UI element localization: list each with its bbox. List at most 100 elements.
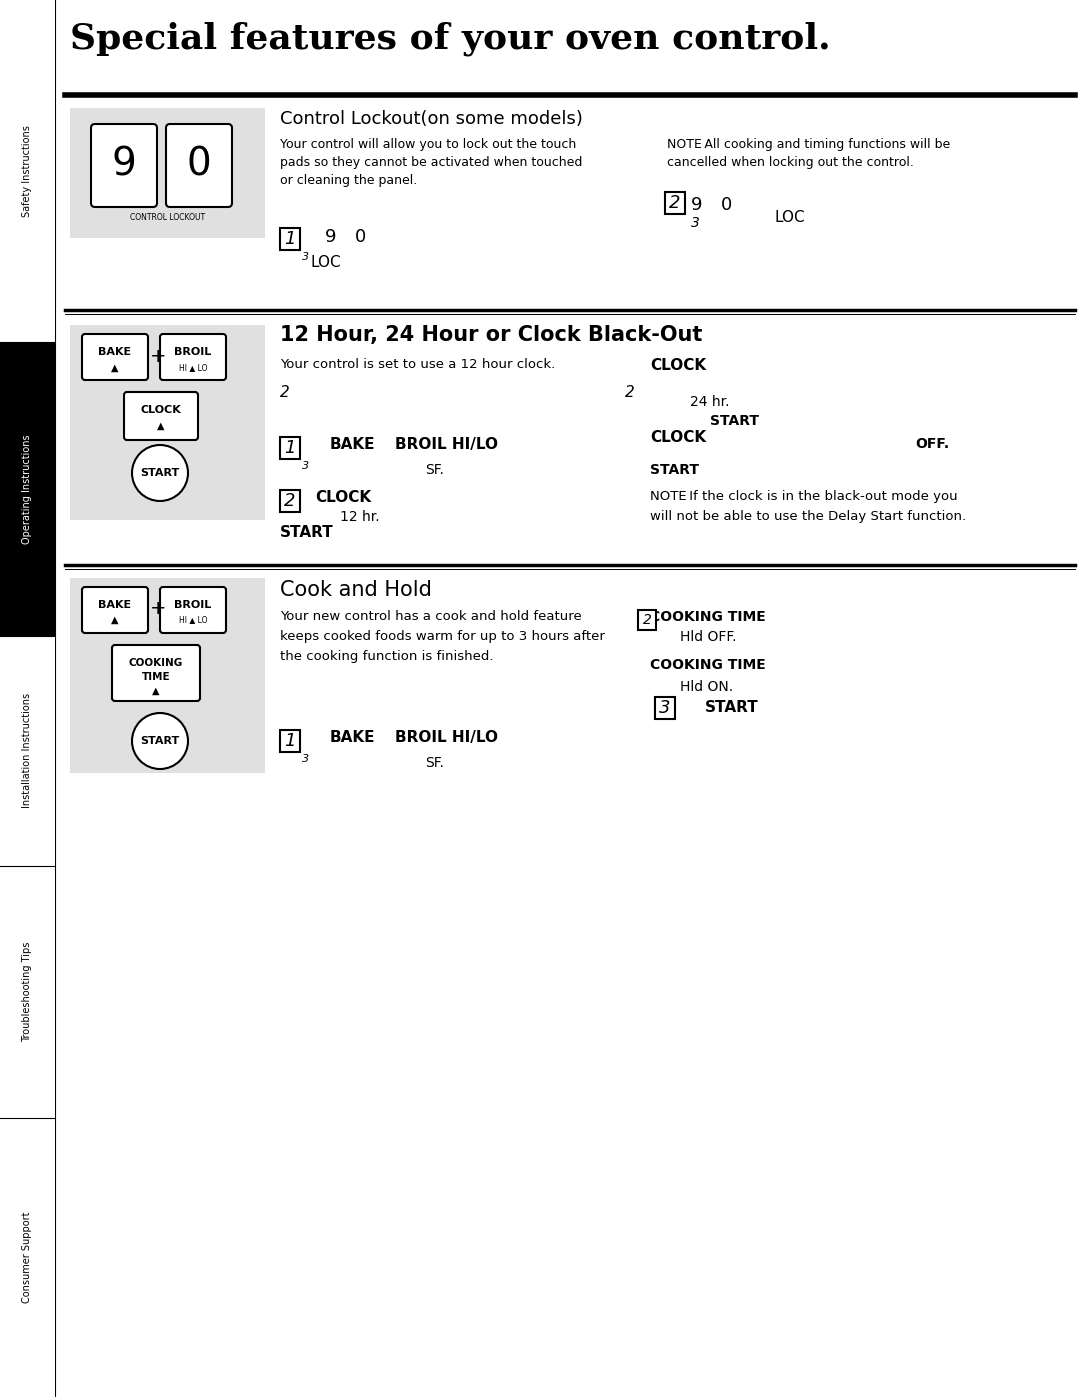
Text: BROIL HI/LO: BROIL HI/LO [395,731,498,745]
Text: pads so they cannot be activated when touched: pads so they cannot be activated when to… [280,156,582,169]
Text: 3: 3 [302,754,309,764]
Bar [0,0,55,1397]
Bar [280,731,300,752]
Text: CLOCK: CLOCK [650,358,706,373]
Text: 2: 2 [670,194,680,212]
Text: CLOCK: CLOCK [650,430,706,446]
Text: 1: 1 [284,231,296,249]
Text: Cook and Hold: Cook and Hold [280,580,432,599]
Text: START: START [705,700,759,715]
Text: keeps cooked foods warm for up to 3 hours after: keeps cooked foods warm for up to 3 hour… [280,630,605,643]
Text: CLOCK: CLOCK [140,405,181,415]
Text: ▲: ▲ [152,686,160,696]
Text: BROIL: BROIL [174,346,212,358]
Text: 12 Hour, 24 Hour or Clock Black-Out: 12 Hour, 24 Hour or Clock Black-Out [280,326,702,345]
Bar [665,191,685,214]
Bar [70,326,265,520]
Text: Safety Instructions: Safety Instructions [23,126,32,217]
Text: TIME: TIME [141,672,171,682]
Bar [280,228,300,250]
Bar [0,1118,55,1397]
Text: OFF.: OFF. [915,437,949,451]
Text: START: START [140,468,179,478]
Text: Your control is set to use a 12 hour clock.: Your control is set to use a 12 hour clo… [280,358,555,372]
Text: 3: 3 [302,461,309,471]
Text: START: START [280,525,334,541]
Text: NOTE All cooking and timing functions will be: NOTE All cooking and timing functions wi… [667,138,950,151]
Text: BAKE: BAKE [330,437,376,453]
Bar [0,0,55,342]
Text: 24 hr.: 24 hr. [690,395,729,409]
Bar [0,866,55,1118]
Text: +: + [150,348,166,366]
Circle shape [132,712,188,768]
Text: 9: 9 [325,228,337,246]
Bar [638,610,656,630]
Text: BROIL: BROIL [174,599,212,610]
Circle shape [132,446,188,502]
FancyBboxPatch shape [91,124,157,207]
Text: 0: 0 [187,147,212,184]
Text: START: START [710,414,759,427]
Text: Troubleshooting Tips: Troubleshooting Tips [23,942,32,1042]
Text: HI ▲ LO: HI ▲ LO [179,615,207,624]
Text: Consumer Support: Consumer Support [23,1211,32,1303]
Text: +: + [150,598,166,617]
Text: Hld OFF.: Hld OFF. [680,630,737,644]
Text: NOTE If the clock is in the black-out mode you: NOTE If the clock is in the black-out mo… [650,490,958,503]
Text: SF.: SF. [426,462,444,476]
Text: CLOCK: CLOCK [315,490,372,504]
Text: 2: 2 [280,386,289,400]
Text: SF.: SF. [426,756,444,770]
Text: COOKING: COOKING [129,658,184,668]
Text: 0: 0 [355,228,366,246]
Text: 2: 2 [625,386,635,400]
Text: START: START [650,462,699,476]
Text: 9: 9 [111,147,136,184]
FancyBboxPatch shape [82,334,148,380]
Bar [70,578,265,773]
Text: ▲: ▲ [111,363,119,373]
Text: ▲: ▲ [111,615,119,624]
Text: Your control will allow you to lock out the touch: Your control will allow you to lock out … [280,138,577,151]
Text: the cooking function is finished.: the cooking function is finished. [280,650,494,664]
Text: 12 hr.: 12 hr. [340,510,380,524]
Text: HI ▲ LO: HI ▲ LO [179,363,207,372]
Text: 3: 3 [691,217,700,231]
Text: Special features of your oven control.: Special features of your oven control. [70,22,831,56]
Text: LOC: LOC [775,210,806,225]
FancyBboxPatch shape [124,393,198,440]
Bar [654,697,675,719]
Text: BAKE: BAKE [98,599,132,610]
Text: LOC: LOC [310,256,340,270]
FancyBboxPatch shape [160,334,226,380]
Text: 9: 9 [691,196,702,214]
Text: 1: 1 [284,732,296,750]
Text: Hld ON.: Hld ON. [680,680,733,694]
Text: CONTROL LOCKOUT: CONTROL LOCKOUT [130,212,205,222]
Text: 3: 3 [302,251,309,263]
Text: 2: 2 [284,492,296,510]
Text: 0: 0 [721,196,732,214]
Text: ▲: ▲ [158,420,165,432]
Text: 2: 2 [643,613,651,627]
Bar [280,437,300,460]
Bar [280,490,300,511]
FancyBboxPatch shape [82,587,148,633]
Text: or cleaning the panel.: or cleaning the panel. [280,175,417,187]
FancyBboxPatch shape [112,645,200,701]
Bar [0,636,55,866]
Text: 3: 3 [659,698,671,717]
Text: COOKING TIME: COOKING TIME [650,610,766,624]
Text: will not be able to use the Delay Start function.: will not be able to use the Delay Start … [650,510,967,522]
Text: Control Lockout(on some models): Control Lockout(on some models) [280,110,583,129]
Bar [70,108,265,237]
Text: Operating Instructions: Operating Instructions [23,434,32,543]
Text: START: START [140,736,179,746]
Text: Installation Instructions: Installation Instructions [23,693,32,809]
Text: BAKE: BAKE [330,731,376,745]
FancyBboxPatch shape [166,124,232,207]
Text: BAKE: BAKE [98,346,132,358]
Text: COOKING TIME: COOKING TIME [650,658,766,672]
Text: 1: 1 [284,439,296,457]
